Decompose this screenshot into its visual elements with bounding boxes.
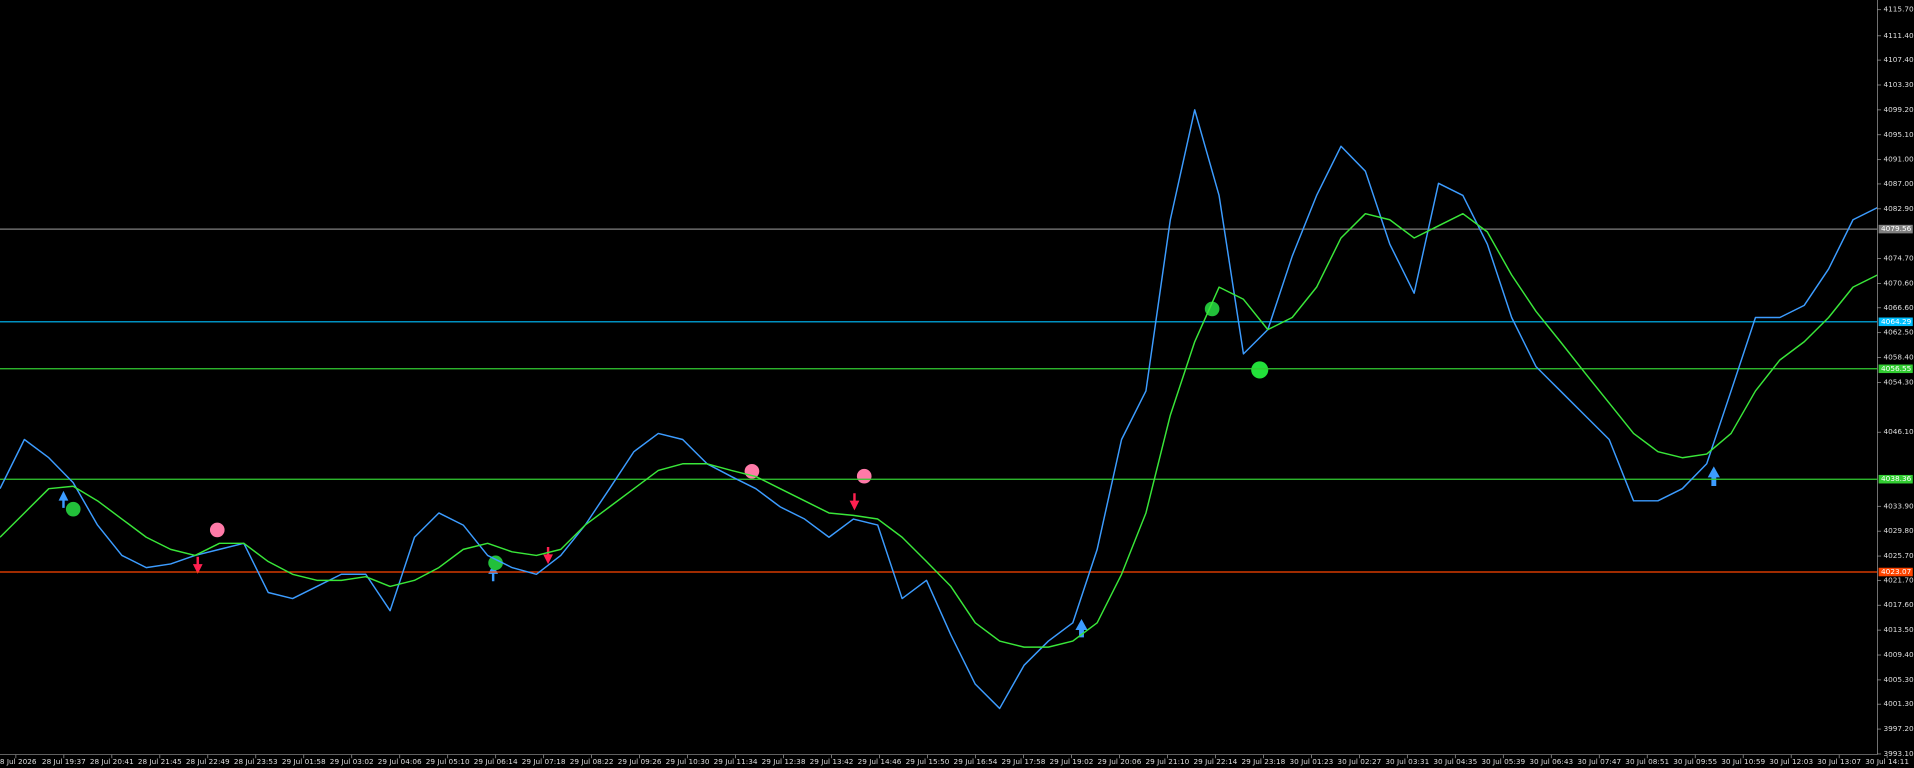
x-tick-label: 29 Jul 01:58: [282, 757, 326, 766]
sell-arrow: [849, 493, 860, 511]
x-tick-label: 29 Jul 08:22: [570, 757, 614, 766]
x-tick-label: 30 Jul 03:31: [1385, 757, 1429, 766]
x-tick-label: 28 Jul 2026: [0, 757, 37, 766]
y-tick-label: 4091.00: [1883, 155, 1914, 164]
x-tick-label: 29 Jul 17:58: [1002, 757, 1046, 766]
y-tick-label: 4074.70: [1883, 254, 1914, 263]
x-tick-label: 29 Jul 07:18: [522, 757, 566, 766]
y-tick-label: 4009.40: [1883, 650, 1914, 659]
signal-badge: [1251, 361, 1269, 379]
x-tick-label: 29 Jul 11:34: [714, 757, 758, 766]
y-tick-label: 4099.20: [1883, 105, 1914, 114]
level-label: 4079.56: [1881, 224, 1912, 233]
x-tick-label: 29 Jul 05:10: [426, 757, 470, 766]
y-tick-label: 4029.80: [1883, 526, 1914, 535]
level-tag: [1878, 474, 1913, 484]
level-tag: [1878, 224, 1913, 234]
signal-badge: [209, 522, 225, 538]
buy-arrow: [488, 564, 499, 582]
sell-arrow: [543, 547, 553, 565]
y-tick-label: 4095.10: [1883, 130, 1914, 139]
x-tick-label: 30 Jul 10:59: [1721, 757, 1765, 766]
x-tick-label: 29 Jul 19:02: [1050, 757, 1094, 766]
x-tick-label: 29 Jul 20:06: [1098, 757, 1142, 766]
level-tag: [1878, 364, 1913, 374]
x-tick-label: 30 Jul 13:07: [1817, 757, 1861, 766]
signals: [58, 301, 1720, 638]
x-tick-label: 29 Jul 15:50: [906, 757, 950, 766]
y-tick-label: 4111.40: [1883, 31, 1914, 40]
level-label: 4056.55: [1881, 364, 1912, 373]
x-tick-label: 30 Jul 12:03: [1769, 757, 1813, 766]
y-tick-label: 4107.40: [1883, 55, 1914, 64]
x-tick-label: 30 Jul 06:43: [1529, 757, 1573, 766]
level-label: 4064.29: [1881, 317, 1912, 326]
y-tick-label: 4103.30: [1883, 80, 1914, 89]
x-tick-label: 30 Jul 01:23: [1289, 757, 1333, 766]
buy-arrow: [1707, 466, 1720, 486]
y-tick-label: 4001.30: [1883, 699, 1914, 708]
buy-arrow: [1075, 619, 1088, 638]
x-tick-label: 30 Jul 04:35: [1433, 757, 1477, 766]
x-tick-label: 28 Jul 19:37: [42, 757, 86, 766]
y-tick-label: 4033.90: [1883, 501, 1914, 510]
y-tick-label: 4082.90: [1883, 204, 1914, 213]
x-tick-label: 30 Jul 08:51: [1625, 757, 1669, 766]
y-tick-label: 4087.00: [1883, 179, 1914, 188]
buy-arrow: [58, 490, 69, 508]
x-tick-label: 29 Jul 12:38: [762, 757, 806, 766]
x-tick-label: 28 Jul 21:45: [138, 757, 182, 766]
signal-badge: [856, 468, 872, 484]
x-tick-label: 30 Jul 07:47: [1577, 757, 1621, 766]
signal-badge: [65, 501, 81, 517]
x-tick-label: 29 Jul 13:42: [810, 757, 854, 766]
x-tick-label: 30 Jul 05:39: [1481, 757, 1525, 766]
series-line: [0, 109, 1878, 710]
y-tick-label: 3997.20: [1883, 724, 1914, 733]
series-line: [0, 212, 1878, 648]
x-tick-label: 28 Jul 20:41: [90, 757, 134, 766]
sell-arrow: [192, 556, 203, 574]
x-tick-label: 29 Jul 06:14: [474, 757, 518, 766]
y-tick-label: 4054.30: [1883, 377, 1914, 386]
y-tick-label: 4005.30: [1883, 675, 1914, 684]
x-tick-label: 29 Jul 09:26: [618, 757, 662, 766]
signal-badge: [488, 555, 503, 571]
x-tick-label: 30 Jul 14:11: [1865, 757, 1909, 766]
x-tick-label: 29 Jul 04:06: [378, 757, 422, 766]
y-tick-label: 4025.70: [1883, 551, 1914, 560]
y-tick-label: 4021.70: [1883, 575, 1914, 584]
level-label: 4023.07: [1881, 567, 1912, 576]
y-tick-label: 4115.70: [1883, 5, 1914, 14]
x-tick-label: 29 Jul 16:54: [954, 757, 998, 766]
x-tick-label: 30 Jul 02:27: [1337, 757, 1381, 766]
y-tick-label: 4070.60: [1883, 278, 1914, 287]
x-tick-label: 29 Jul 03:02: [330, 757, 374, 766]
y-tick-label: 3993.10: [1883, 749, 1914, 758]
x-tick-label: 29 Jul 23:18: [1241, 757, 1285, 766]
y-tick-label: 4066.60: [1883, 303, 1914, 312]
x-tick-label: 29 Jul 22:14: [1193, 757, 1237, 766]
y-tick-label: 4013.50: [1883, 625, 1914, 634]
y-tick-label: 4062.50: [1883, 328, 1914, 337]
x-tick-label: 29 Jul 10:30: [666, 757, 710, 766]
level-tag: [1878, 567, 1913, 577]
x-tick-label: 29 Jul 14:46: [858, 757, 902, 766]
x-tick-label: 30 Jul 09:55: [1673, 757, 1717, 766]
y-tick-label: 4017.60: [1883, 600, 1914, 609]
x-tick-label: 28 Jul 23:53: [234, 757, 278, 766]
x-tick-label: 29 Jul 21:10: [1145, 757, 1189, 766]
level-tag: [1878, 317, 1913, 327]
level-label: 4038.36: [1881, 474, 1912, 483]
y-tick-label: 4058.40: [1883, 353, 1914, 362]
y-tick-label: 4046.10: [1883, 427, 1914, 436]
x-tick-label: 28 Jul 22:49: [186, 757, 230, 766]
